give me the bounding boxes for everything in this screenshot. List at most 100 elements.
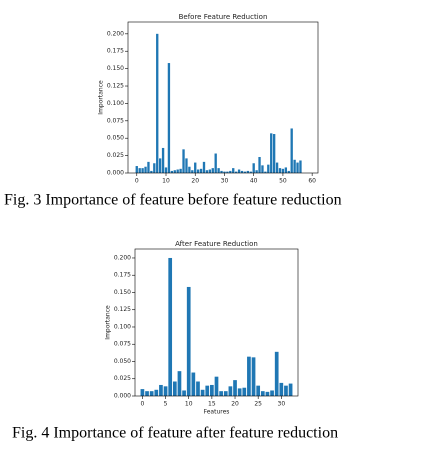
bar — [237, 169, 241, 173]
y-tick-label: 0.050 — [114, 358, 131, 365]
bar — [279, 382, 284, 396]
x-axis-label: Features — [204, 409, 230, 416]
x-tick-label: 10 — [162, 178, 170, 185]
bar — [214, 376, 219, 396]
y-tick-label: 0.025 — [107, 152, 124, 159]
x-tick-label: 25 — [254, 401, 262, 408]
bar — [219, 391, 223, 396]
bar — [156, 33, 159, 173]
bar — [255, 170, 258, 173]
bar — [284, 385, 288, 396]
bar — [256, 385, 261, 396]
bar — [167, 63, 171, 173]
bar — [210, 384, 214, 396]
bar — [251, 357, 256, 396]
bar — [281, 168, 285, 173]
bar — [170, 170, 174, 173]
bar — [182, 390, 186, 396]
chart-title: Before Feature Reduction — [179, 13, 268, 21]
bar — [186, 286, 191, 396]
bar — [267, 164, 270, 173]
x-tick-label: 0 — [135, 178, 139, 185]
bar — [176, 169, 179, 173]
bar — [265, 391, 270, 396]
bar — [293, 159, 296, 173]
bar — [252, 163, 255, 173]
bar — [290, 128, 293, 173]
y-tick-label: 0.000 — [114, 393, 131, 400]
bar — [249, 171, 252, 173]
bar — [150, 170, 153, 173]
y-tick-label: 0.175 — [114, 272, 131, 279]
x-tick-label: 15 — [208, 401, 216, 408]
bar — [185, 158, 188, 173]
bar — [179, 168, 182, 173]
bar — [188, 166, 191, 173]
bar — [229, 170, 232, 173]
bar — [233, 380, 237, 396]
bar — [159, 384, 163, 396]
bar — [223, 171, 226, 173]
bar — [196, 381, 200, 396]
bar — [177, 371, 182, 396]
y-tick-label: 0.125 — [114, 306, 131, 313]
bar — [182, 149, 185, 173]
x-tick-label: 60 — [308, 178, 316, 185]
bar — [153, 163, 156, 173]
x-tick-label: 0 — [140, 401, 144, 408]
bar — [172, 381, 177, 396]
bar — [243, 171, 247, 173]
bar — [191, 372, 196, 396]
bar — [135, 166, 138, 173]
bar — [214, 153, 217, 173]
bar — [226, 171, 229, 173]
bar — [173, 170, 176, 173]
y-tick-label: 0.025 — [114, 375, 131, 382]
plot-frame — [127, 21, 319, 174]
x-tick-label: 30 — [278, 401, 286, 408]
bar — [264, 171, 267, 173]
bar — [284, 167, 288, 173]
bar — [191, 170, 194, 173]
bar — [211, 168, 214, 173]
bar — [199, 168, 203, 173]
bar — [247, 356, 251, 396]
bar — [205, 170, 209, 173]
y-tick-label: 0.125 — [107, 83, 124, 90]
bar — [261, 165, 264, 173]
bar — [278, 168, 282, 173]
figure-caption: Fig. 3 Importance of feature before feat… — [4, 192, 342, 209]
bar — [220, 170, 223, 173]
bar — [242, 387, 247, 396]
bar — [272, 134, 276, 173]
x-tick-label: 50 — [279, 178, 287, 185]
bar — [200, 389, 205, 396]
bar — [161, 147, 165, 173]
bar — [138, 168, 141, 173]
bar — [270, 133, 273, 173]
y-axis-label: Importance — [105, 305, 112, 340]
bar — [163, 386, 168, 396]
y-tick-label: 0.200 — [114, 254, 131, 261]
bar — [274, 351, 279, 396]
bar — [258, 156, 261, 173]
bar — [168, 257, 173, 396]
bar — [140, 389, 145, 396]
bar — [154, 389, 159, 396]
y-tick-label: 0.175 — [107, 48, 124, 55]
bar — [288, 383, 293, 396]
y-tick-label: 0.150 — [114, 289, 131, 296]
figure-caption: Fig. 4 Importance of feature after featu… — [12, 425, 338, 442]
y-tick-label: 0.000 — [107, 170, 124, 177]
plot-frame — [134, 248, 299, 397]
y-tick-label: 0.200 — [107, 30, 124, 37]
bar — [287, 170, 290, 173]
bar — [234, 171, 238, 173]
bar — [232, 168, 235, 173]
x-tick-label: 20 — [191, 178, 199, 185]
bar — [246, 170, 250, 173]
chart-title: After Feature Reduction — [175, 240, 258, 248]
y-tick-label: 0.100 — [107, 100, 124, 107]
y-axis-label: Importance — [98, 80, 105, 115]
